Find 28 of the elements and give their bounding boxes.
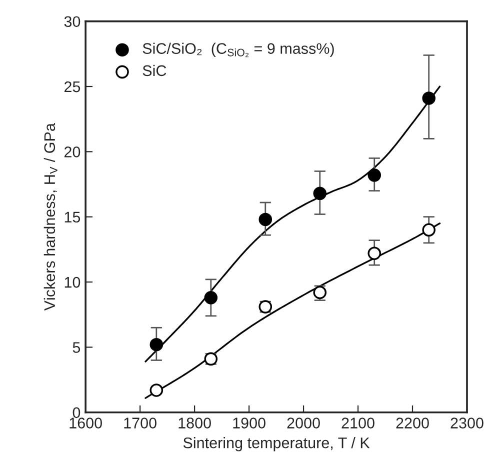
point — [204, 291, 218, 304]
legend-label: SiC/SiO₂ (C$_{SiO₂}$ = 9 mass%) — [142, 42, 334, 58]
y-tick-label: 20 — [64, 146, 80, 158]
point — [422, 92, 436, 105]
point — [258, 212, 272, 226]
x-tick-label: 2200 — [396, 418, 429, 428]
point — [150, 338, 164, 352]
x-tick-label: 2300 — [450, 418, 484, 428]
y-axis-title: Vickers hardness, H$_{V}$ / GPa — [44, 123, 58, 311]
x-tick-label: 2000 — [287, 418, 320, 428]
point — [422, 223, 436, 237]
y-tick-label: 30 — [64, 16, 80, 28]
y-tick-label: 5 — [72, 342, 80, 353]
x-axis-title: Sintering temperature, T / K — [183, 437, 370, 452]
point — [368, 246, 382, 260]
y-tick-label: 25 — [64, 81, 80, 92]
y-tick-label: 10 — [64, 276, 80, 288]
point — [368, 168, 382, 182]
x-tick-label: 1900 — [233, 418, 266, 428]
legend-label: SiC — [142, 64, 166, 76]
x-tick-label: 2100 — [342, 418, 374, 428]
point — [313, 186, 327, 200]
x-tick-label: 1700 — [124, 418, 156, 428]
point — [150, 384, 164, 397]
x-tick-label: 1800 — [178, 418, 211, 428]
x-tick-label: 1600 — [70, 418, 102, 428]
y-tick-label: 0 — [72, 407, 80, 418]
y-tick-label: 15 — [64, 212, 80, 223]
